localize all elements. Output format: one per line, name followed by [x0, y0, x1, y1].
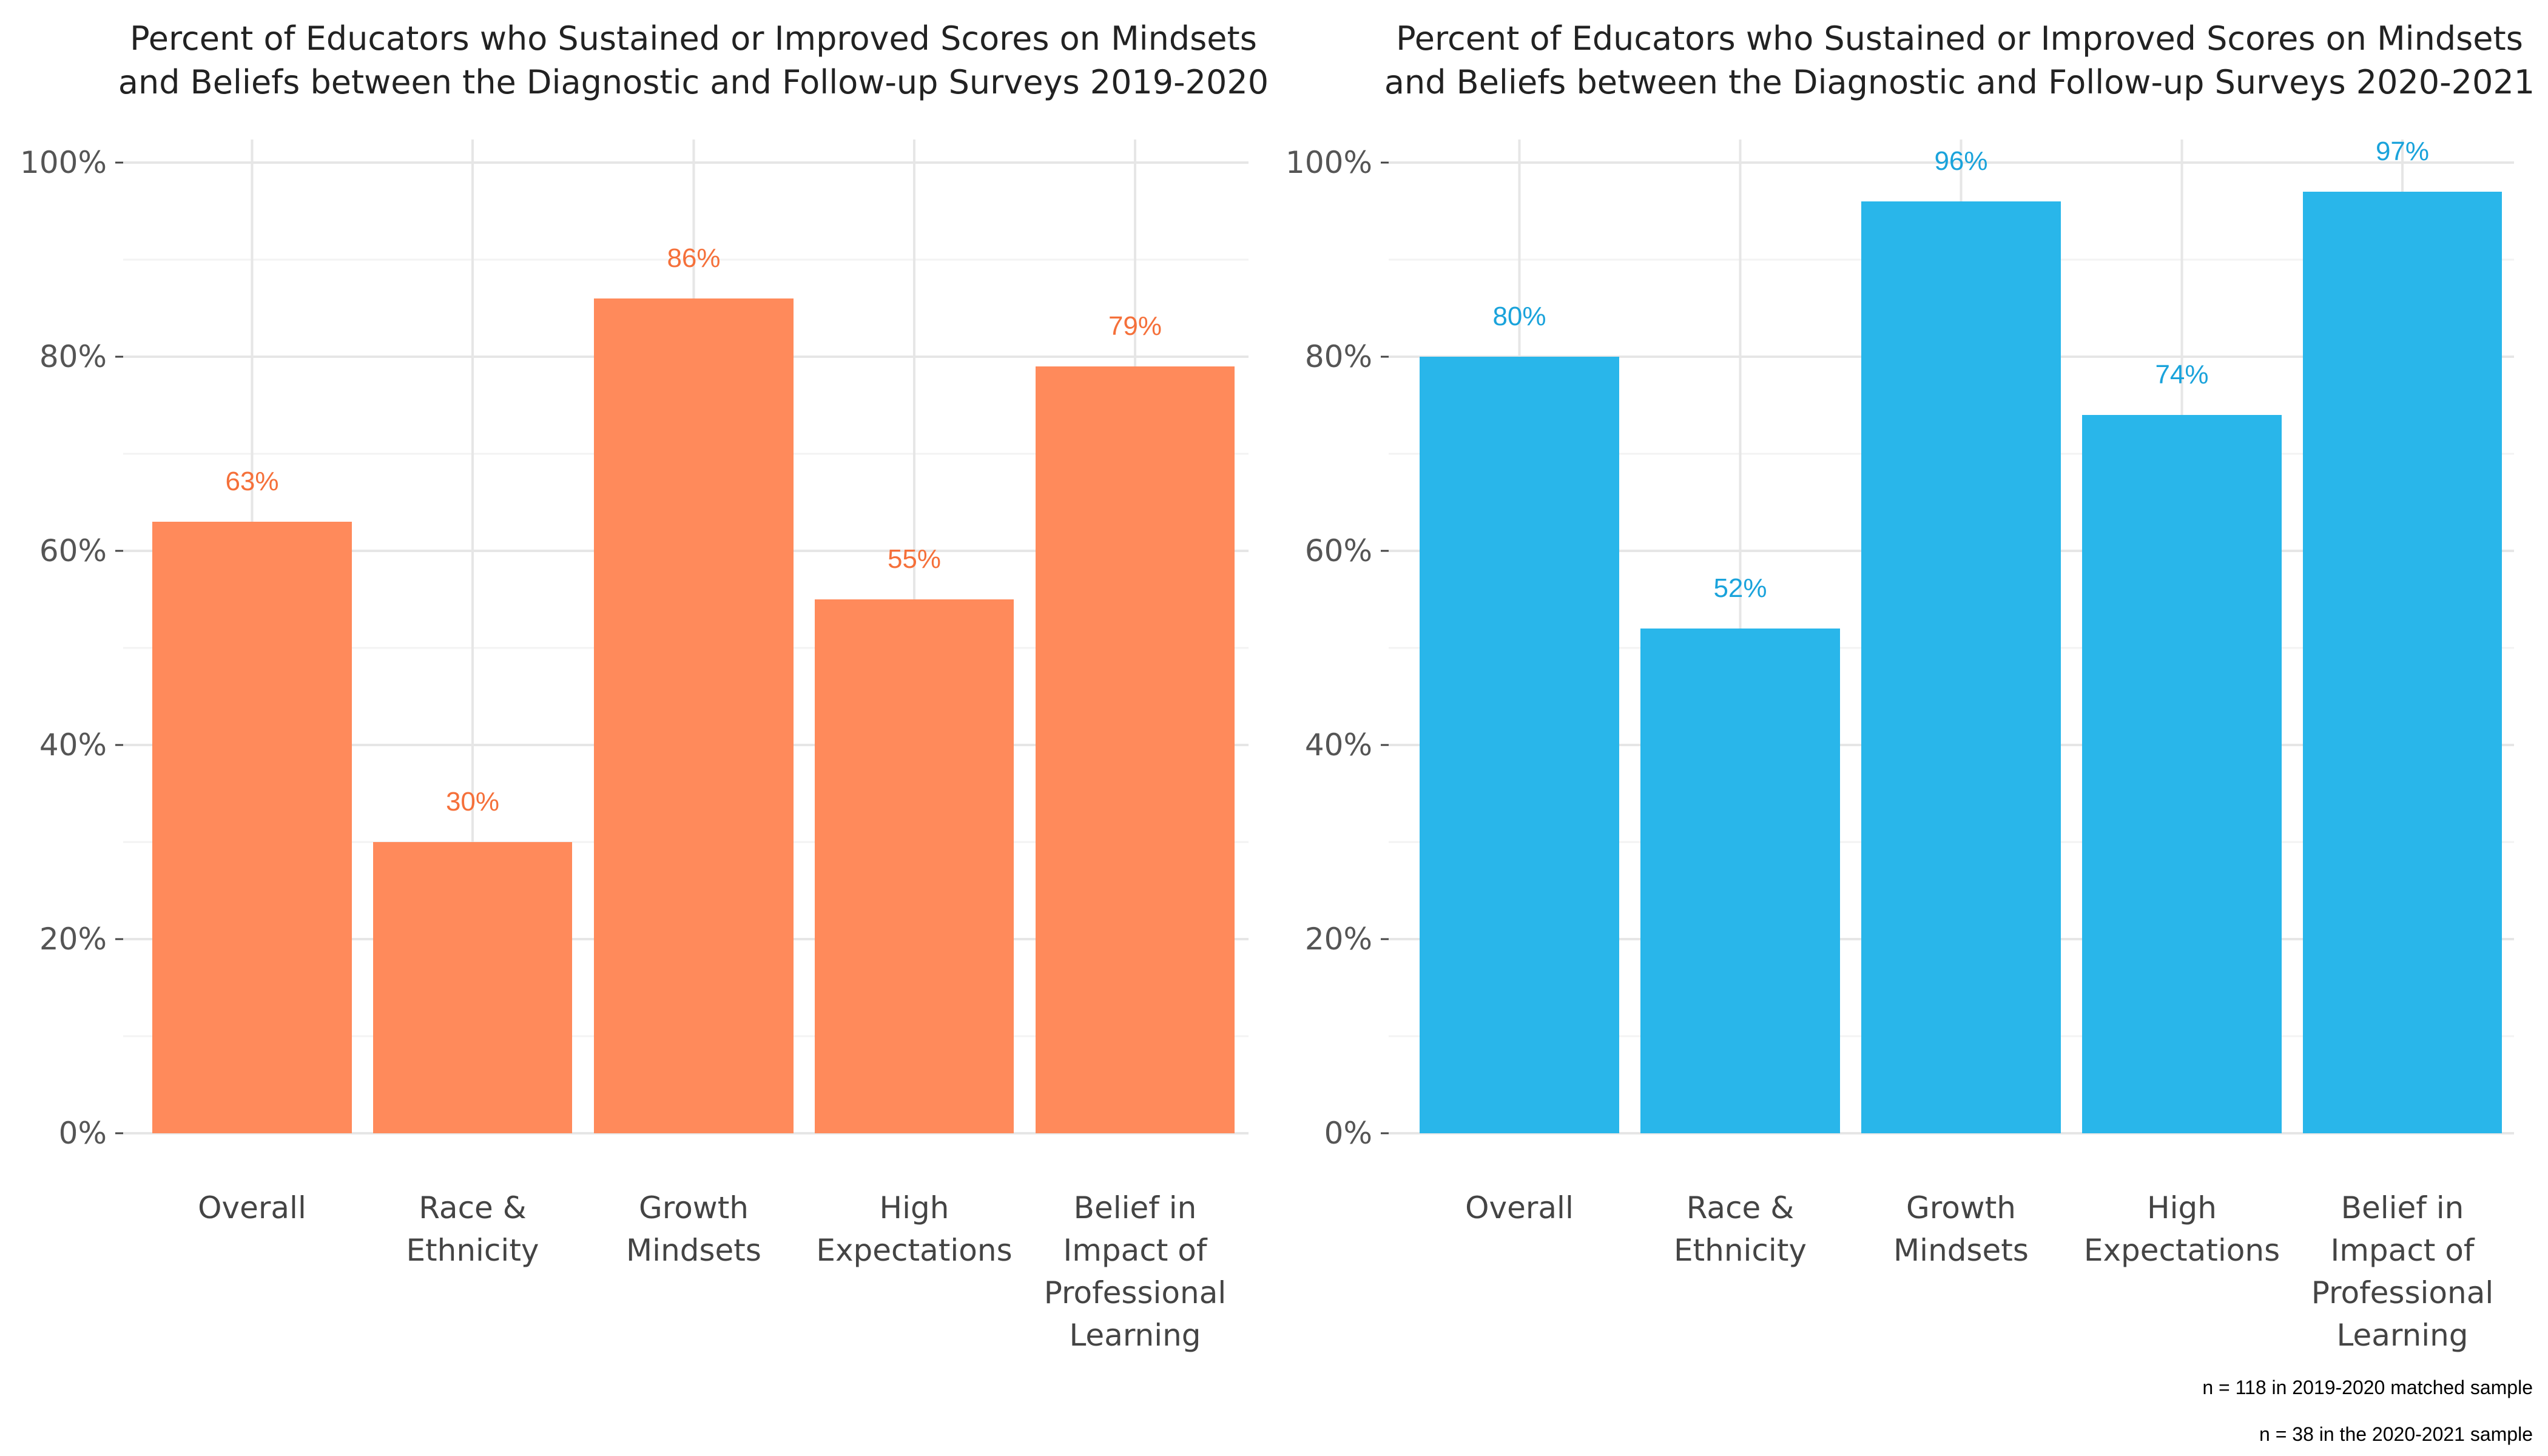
category-label-overall: Overall — [198, 1190, 306, 1225]
category-label-race-ethnicity: Race & Ethnicity — [406, 1190, 539, 1268]
category-label-high-expectations: High Expectations — [816, 1190, 1012, 1268]
category-label-high-expectations: High Expectations — [2084, 1190, 2280, 1268]
chart-title-line: and Beliefs between the Diagnostic and F… — [118, 63, 1269, 101]
y-tick-label: 0% — [1324, 1116, 1372, 1151]
data-label: 74% — [2155, 360, 2208, 389]
y-tick-label: 0% — [59, 1116, 107, 1151]
category-label-belief-in-impact-of-professional-learning: Belief in Impact of Professional Learning — [1044, 1190, 1227, 1353]
data-label: 52% — [1713, 573, 1767, 603]
y-tick-label: 20% — [39, 922, 107, 957]
data-label: 80% — [1492, 302, 1546, 331]
data-label: 96% — [1934, 146, 1987, 176]
y-tick-label: 80% — [39, 339, 107, 374]
bar-race-ethnicity — [373, 842, 572, 1133]
data-label: 30% — [446, 787, 499, 817]
y-tick-label: 80% — [1305, 339, 1372, 374]
data-label: 79% — [1108, 311, 1162, 341]
y-tick-label: 40% — [39, 727, 107, 763]
sample-note-2020-2021: n = 38 in the 2020-2021 sample — [2259, 1423, 2533, 1445]
sample-note-2019-2020: n = 118 in 2019-2020 matched sample — [2202, 1377, 2533, 1398]
category-label-growth-mindsets: Growth Mindsets — [1893, 1190, 2029, 1268]
y-tick-label: 100% — [1286, 145, 1372, 180]
bar-belief-in-impact-of-professional-learning — [2303, 192, 2502, 1133]
data-label: 97% — [2376, 136, 2429, 166]
y-tick-label: 20% — [1305, 922, 1372, 957]
bar-growth-mindsets — [1861, 201, 2061, 1133]
bar-overall — [1420, 357, 1619, 1133]
category-label-overall: Overall — [1465, 1190, 1574, 1225]
chart-title-line: Percent of Educators who Sustained or Im… — [130, 19, 1257, 58]
chart-panel-2020-2021: Percent of Educators who Sustained or Im… — [1286, 19, 2535, 1353]
bar-high-expectations — [2082, 415, 2282, 1133]
chart-title-line: Percent of Educators who Sustained or Im… — [1396, 19, 2523, 58]
category-label-belief-in-impact-of-professional-learning: Belief in Impact of Professional Learning — [2311, 1190, 2494, 1353]
chart-panel-2019-2020: Percent of Educators who Sustained or Im… — [20, 19, 1269, 1353]
bar-belief-in-impact-of-professional-learning — [1036, 366, 1235, 1133]
y-tick-label: 40% — [1305, 727, 1372, 763]
bar-overall — [152, 522, 352, 1133]
y-tick-label: 60% — [1305, 533, 1372, 568]
data-label: 86% — [667, 243, 720, 273]
bar-high-expectations — [815, 599, 1014, 1133]
category-label-growth-mindsets: Growth Mindsets — [626, 1190, 761, 1268]
chart-title-line: and Beliefs between the Diagnostic and F… — [1384, 63, 2535, 101]
y-tick-label: 60% — [39, 533, 107, 568]
bar-race-ethnicity — [1640, 629, 1840, 1133]
data-label: 63% — [225, 467, 278, 496]
data-label: 55% — [888, 544, 941, 574]
y-tick-label: 100% — [20, 145, 107, 180]
category-label-race-ethnicity: Race & Ethnicity — [1674, 1190, 1807, 1268]
bar-growth-mindsets — [594, 298, 794, 1133]
